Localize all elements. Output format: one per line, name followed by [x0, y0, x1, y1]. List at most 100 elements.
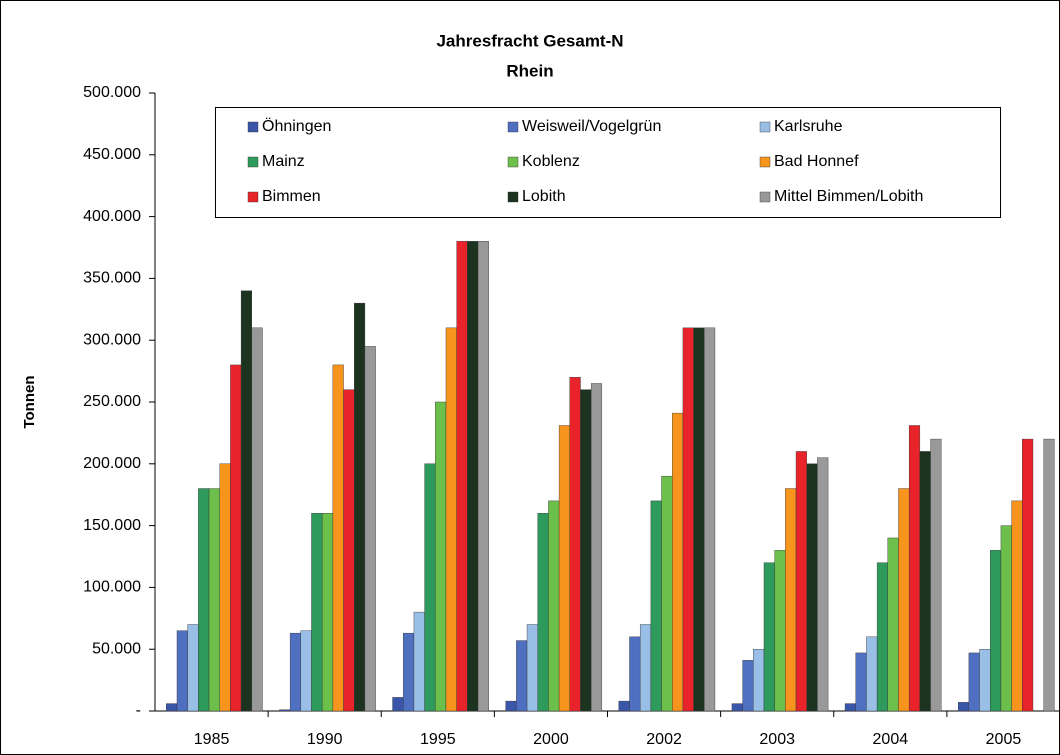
bar	[477, 241, 489, 712]
legend-label: Mainz	[262, 153, 305, 170]
y-axis-label: Tonnen	[21, 375, 38, 428]
bar	[354, 302, 366, 712]
bar	[795, 451, 807, 712]
bar	[230, 364, 242, 712]
y-tick-label: 150.000	[83, 517, 141, 534]
x-tick-label: 1985	[194, 731, 230, 748]
bar	[763, 562, 775, 712]
bar	[187, 624, 199, 712]
bar	[198, 488, 210, 712]
bar	[240, 290, 252, 712]
legend-swatch	[507, 191, 519, 203]
bar	[403, 632, 415, 712]
bar	[704, 327, 716, 712]
legend-label: Weisweil/Vogelgrün	[522, 118, 661, 135]
x-tick-label: 2002	[646, 731, 682, 748]
bar	[251, 327, 263, 712]
bar	[467, 241, 479, 712]
bar	[392, 697, 404, 712]
bar	[505, 700, 517, 712]
x-tick-label: 2004	[873, 731, 909, 748]
chart-subtitle: Rhein	[506, 61, 553, 80]
bar	[742, 660, 754, 712]
bar	[774, 550, 786, 712]
bar	[753, 649, 765, 712]
bar	[279, 709, 291, 712]
bar	[343, 389, 355, 712]
bar	[1000, 525, 1012, 712]
bar	[908, 425, 921, 712]
bar	[166, 703, 178, 712]
bar	[887, 537, 899, 712]
bar	[548, 500, 560, 712]
bar	[1043, 438, 1055, 712]
y-tick-label: 500.000	[83, 84, 141, 101]
bar	[855, 652, 867, 712]
bar	[364, 346, 376, 712]
bar	[629, 636, 641, 712]
chart-title: Jahresfracht Gesamt-N	[436, 31, 623, 50]
bar	[300, 630, 312, 712]
bar	[817, 457, 829, 712]
bar	[1011, 500, 1023, 712]
x-tick-label: 2003	[759, 731, 795, 748]
bar	[979, 649, 991, 712]
y-tick-label: 250.000	[83, 393, 141, 410]
bar	[526, 624, 538, 712]
bar	[919, 451, 931, 712]
x-tick-label: 2000	[533, 731, 569, 748]
bar	[413, 611, 425, 712]
bar	[844, 703, 856, 712]
y-tick-label: 350.000	[83, 270, 141, 287]
legend-swatch	[247, 121, 259, 133]
bar	[456, 241, 468, 712]
bar	[639, 624, 652, 712]
bar	[785, 488, 797, 712]
legend-label: Lobith	[522, 188, 566, 205]
bar	[866, 636, 878, 712]
bar	[569, 377, 581, 712]
bar	[661, 475, 673, 712]
y-tick-label: 50.000	[92, 640, 141, 657]
bar	[219, 463, 231, 712]
bar	[957, 702, 970, 712]
legend-label: Bimmen	[262, 188, 321, 205]
bar	[516, 640, 528, 712]
bar	[618, 700, 630, 712]
bar	[898, 488, 910, 712]
legend-swatch	[507, 156, 519, 168]
legend-swatch	[759, 156, 771, 168]
bar	[558, 425, 570, 712]
bar	[537, 513, 549, 712]
bar	[1022, 438, 1034, 712]
bar	[672, 412, 684, 712]
y-tick-label: 200.000	[83, 455, 141, 472]
bar	[445, 327, 457, 712]
bar	[321, 513, 334, 712]
legend-label: Öhningen	[262, 117, 331, 135]
bar	[590, 383, 603, 712]
y-tick-label: 400.000	[83, 208, 141, 225]
bar	[176, 630, 188, 712]
legend-label: Karlsruhe	[774, 118, 843, 135]
legend-swatch	[247, 191, 259, 203]
legend-swatch	[507, 121, 519, 133]
y-tick-label: -	[136, 702, 141, 719]
y-tick-label: 450.000	[83, 146, 141, 163]
bar	[731, 703, 743, 712]
bar	[424, 463, 436, 712]
x-tick-label: 1990	[307, 731, 343, 748]
legend-label: Bad Honnef	[774, 153, 859, 170]
bar	[332, 364, 344, 712]
bar	[435, 401, 447, 712]
bar	[930, 438, 942, 712]
x-tick-label: 2005	[986, 731, 1022, 748]
legend-box	[215, 107, 1001, 218]
bar	[682, 327, 694, 712]
bar	[289, 632, 302, 712]
y-tick-label: 100.000	[83, 579, 141, 596]
legend-label: Mittel Bimmen/Lobith	[774, 188, 923, 205]
legend-swatch	[759, 121, 771, 133]
bar	[806, 463, 818, 712]
